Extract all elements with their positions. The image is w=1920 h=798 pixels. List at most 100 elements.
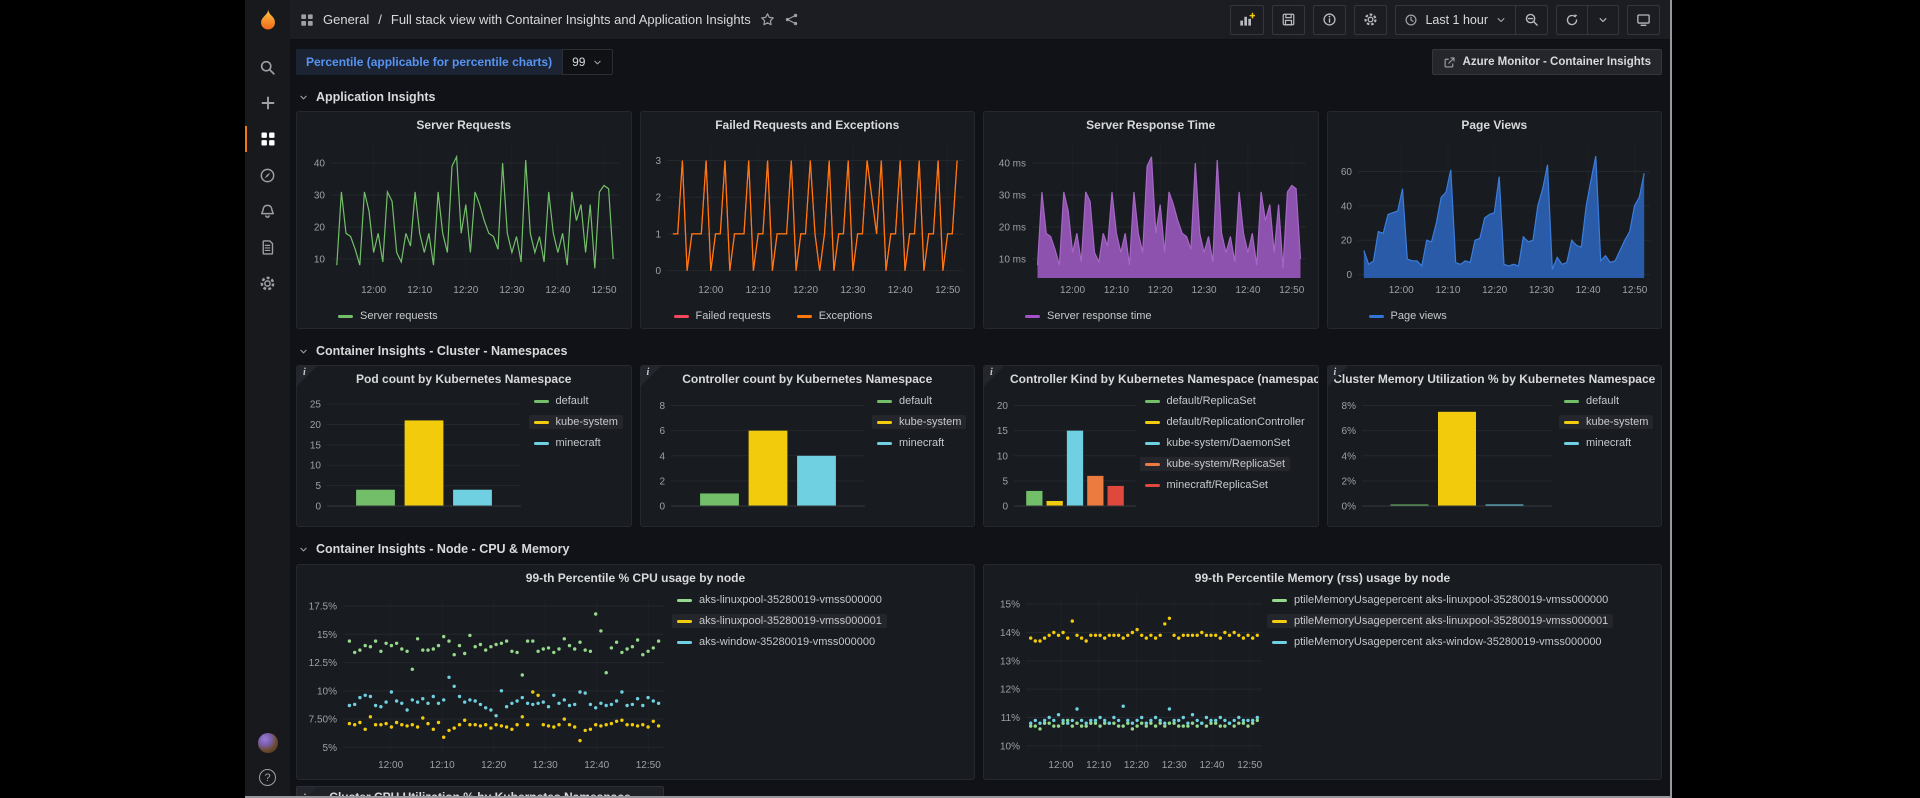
- legend-item-mem-window-000000[interactable]: ptileMemoryUsagepercent aks-window-35280…: [1267, 635, 1607, 649]
- panel-title[interactable]: 99-th Percentile Memory (rss) usage by n…: [1194, 571, 1451, 585]
- legend-label: aks-linuxpool-35280019-vmss000000: [699, 594, 882, 606]
- legend-label: minecraft/ReplicaSet: [1166, 479, 1269, 491]
- chevron-down-icon: [298, 544, 309, 555]
- panel-info-corner[interactable]: [640, 366, 661, 386]
- legend-item-linuxpool-000001[interactable]: aks-linuxpool-35280019-vmss000001: [672, 614, 887, 628]
- save-dashboard-button[interactable]: [1272, 4, 1306, 35]
- azure-monitor-link-button[interactable]: Azure Monitor - Container Insights: [1431, 49, 1662, 75]
- legend-item-kube-system[interactable]: kube-system: [872, 415, 967, 429]
- legend: ptileMemoryUsagepercent aks-linuxpool-35…: [1267, 593, 1655, 649]
- favorite-star-icon[interactable]: [760, 12, 775, 27]
- svg-text:12:00: 12:00: [1388, 285, 1413, 296]
- dashboard-submenu: Percentile (applicable for percentile ch…: [290, 40, 1670, 84]
- panel-info-button[interactable]: [1313, 4, 1347, 35]
- dashboard-canvas: Application Insights Server Requests 12:…: [290, 84, 1670, 796]
- series-color-swatch: [1025, 314, 1040, 318]
- panel-title[interactable]: 99-th Percentile % CPU usage by node: [525, 571, 746, 585]
- sidebar-item-explore[interactable]: [245, 157, 290, 193]
- legend-item-server-requests[interactable]: Server requests: [333, 309, 443, 323]
- legend-item-kube-system-daemonset[interactable]: kube-system/DaemonSet: [1140, 436, 1296, 450]
- legend-item-kube-system-replicaset[interactable]: kube-system/ReplicaSet: [1139, 457, 1291, 471]
- refresh-button[interactable]: [1556, 4, 1588, 35]
- panel-row-cluster-namespaces: i Pod count by Kubernetes Namespace 0 5 10…: [296, 365, 1662, 527]
- help-icon[interactable]: ?: [259, 769, 276, 786]
- share-icon[interactable]: [784, 12, 799, 27]
- legend: default kube-system minecraft: [528, 394, 625, 450]
- legend: default kube-system minecraft: [872, 394, 968, 450]
- panel-title[interactable]: Page Views: [1461, 118, 1528, 132]
- section-header-cluster-namespaces[interactable]: Container Insights - Cluster - Namespace…: [298, 342, 1662, 360]
- legend-label: Server requests: [360, 310, 438, 322]
- legend-label: kube-system/ReplicaSet: [1166, 458, 1286, 470]
- legend-label: minecraft: [555, 437, 601, 449]
- sidebar-item-dashboards[interactable]: [245, 121, 290, 157]
- panel-info-corner[interactable]: [297, 366, 317, 386]
- svg-text:12:50: 12:50: [1279, 285, 1304, 296]
- legend-item-failed-requests[interactable]: Failed requests: [669, 309, 776, 323]
- svg-text:12:30: 12:30: [499, 285, 524, 296]
- document-icon: [259, 239, 276, 256]
- memory-usage-scatter-chart: 12:00 12:10 12:20 12:30 12:40 12:50 10% 11% 12% 1…: [1000, 597, 1263, 771]
- panel-title[interactable]: Pod count by Kubernetes Namespace: [356, 372, 572, 386]
- sidebar-item-create[interactable]: [245, 85, 290, 121]
- controller-count-chart: 0 2 4 6 8: [659, 401, 865, 513]
- legend-item-default-replicaset[interactable]: default/ReplicaSet: [1140, 394, 1261, 408]
- sidebar-item-alerting[interactable]: [245, 193, 290, 229]
- sidebar-item-search[interactable]: [245, 49, 290, 85]
- cycle-view-mode-button[interactable]: [1627, 4, 1660, 35]
- legend-item-window-000000[interactable]: aks-window-35280019-vmss000000: [672, 635, 880, 649]
- panel-title[interactable]: Cluster Memory Utilization % by Kubernet…: [1333, 372, 1656, 386]
- panel-title[interactable]: Controller count by Kubernetes Namespace: [682, 372, 933, 386]
- legend-item-default-replicationcontroller[interactable]: default/ReplicationController: [1140, 415, 1310, 429]
- panel-info-corner[interactable]: [297, 787, 317, 796]
- panel-title[interactable]: Failed Requests and Exceptions: [715, 118, 900, 132]
- breadcrumb-dashboard-title[interactable]: Full stack view with Container Insights …: [390, 12, 751, 27]
- user-avatar[interactable]: [257, 733, 278, 753]
- variable-value-dropdown[interactable]: 99: [562, 49, 614, 75]
- legend-item-minecraft[interactable]: minecraft: [872, 436, 949, 450]
- zoom-out-button[interactable]: [1515, 4, 1548, 35]
- legend-item-minecraft[interactable]: minecraft: [529, 436, 606, 450]
- panel-info-corner[interactable]: [984, 366, 1004, 386]
- dashboard-settings-button[interactable]: [1354, 4, 1388, 35]
- panel-title[interactable]: Server Response Time: [1086, 118, 1216, 132]
- legend-item-linuxpool-000000[interactable]: aks-linuxpool-35280019-vmss000000: [672, 593, 887, 607]
- breadcrumb-separator: /: [378, 12, 382, 27]
- legend-item-page-views[interactable]: Page views: [1364, 309, 1452, 323]
- legend-item-kube-system[interactable]: kube-system: [528, 415, 623, 429]
- legend-item-default[interactable]: default: [1559, 394, 1624, 408]
- sidebar-item-configuration[interactable]: [245, 265, 290, 301]
- panel-title[interactable]: Controller Kind by Kubernetes Namespace …: [1010, 372, 1318, 386]
- legend-item-mem-linuxpool-000000[interactable]: ptileMemoryUsagepercent aks-linuxpool-35…: [1267, 593, 1613, 607]
- legend-item-default[interactable]: default: [529, 394, 594, 408]
- chevron-down-icon: [1495, 14, 1507, 26]
- svg-text:6: 6: [659, 426, 665, 437]
- legend-label: ptileMemoryUsagepercent aks-window-35280…: [1294, 636, 1602, 648]
- legend-item-kube-system[interactable]: kube-system: [1559, 415, 1654, 429]
- section-header-application-insights[interactable]: Application Insights: [298, 88, 1662, 106]
- legend-item-default[interactable]: default: [872, 394, 937, 408]
- svg-text:12:30: 12:30: [1192, 285, 1217, 296]
- time-picker-button[interactable]: Last 1 hour: [1395, 4, 1516, 35]
- chevron-down-icon: [298, 346, 309, 357]
- panel-info-corner[interactable]: [1327, 366, 1348, 386]
- legend: aks-linuxpool-35280019-vmss000000 aks-li…: [672, 593, 968, 649]
- legend-item-minecraft-replicaset[interactable]: minecraft/ReplicaSet: [1140, 478, 1274, 492]
- section-header-node-cpu-memory[interactable]: Container Insights - Node - CPU & Memory: [298, 540, 1662, 558]
- panel-cluster-cpu-utilization-partial[interactable]: i Cluster CPU Utilization % by Kubernete…: [296, 786, 664, 796]
- add-panel-button[interactable]: [1230, 4, 1265, 35]
- legend-item-mem-linuxpool-000001[interactable]: ptileMemoryUsagepercent aks-linuxpool-35…: [1267, 614, 1614, 628]
- grafana-logo-icon[interactable]: [255, 7, 281, 33]
- gear-icon: [259, 275, 276, 292]
- svg-text:2: 2: [659, 476, 665, 487]
- refresh-interval-button[interactable]: [1587, 4, 1619, 35]
- series-color-swatch: [796, 314, 812, 318]
- svg-text:15%: 15%: [1000, 600, 1020, 611]
- breadcrumb-folder[interactable]: General: [323, 12, 370, 27]
- panel-title[interactable]: Server Requests: [416, 118, 512, 132]
- svg-text:12.5%: 12.5%: [309, 658, 337, 669]
- legend-item-minecraft[interactable]: minecraft: [1559, 436, 1636, 450]
- legend-item-server-response-time[interactable]: Server response time: [1020, 309, 1157, 323]
- legend-item-exceptions[interactable]: Exceptions: [792, 309, 878, 323]
- sidebar-item-document[interactable]: [245, 229, 290, 265]
